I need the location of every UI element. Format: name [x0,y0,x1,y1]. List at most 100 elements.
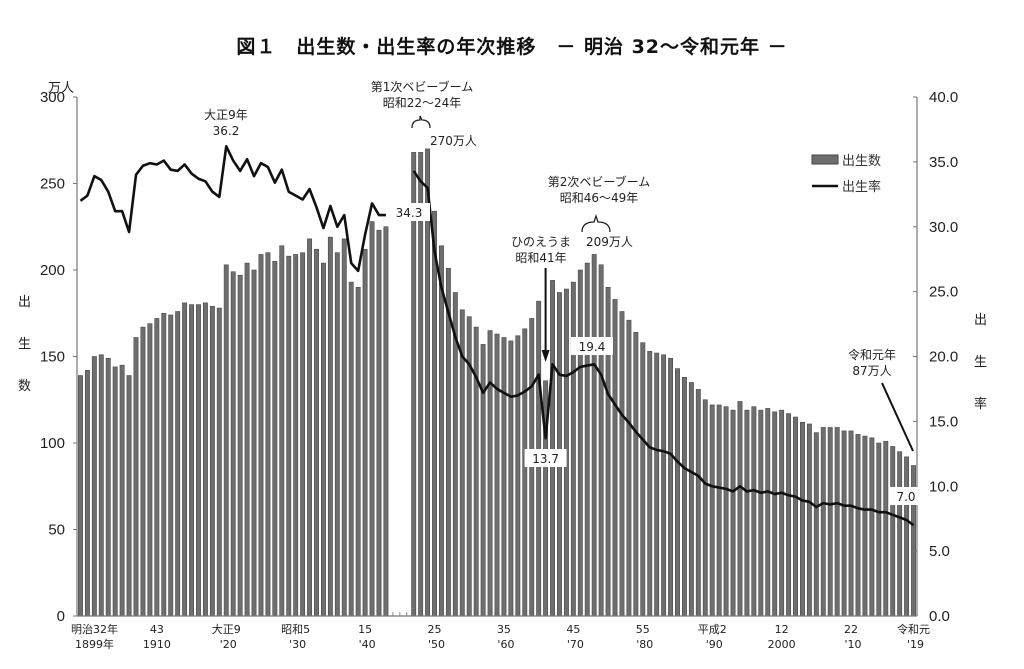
bar-1964 [529,318,535,617]
bar-1962 [515,335,521,617]
bar-1933 [314,248,319,617]
bar-1972 [584,262,590,617]
right-tick-label: 15.0 [929,413,958,430]
bar-1974 [598,264,604,617]
bar-2015 [883,440,889,617]
bar-1922 [237,274,243,617]
annotation-reiwa1: 87万人 [852,364,891,378]
bar-1950 [432,210,437,617]
bar-1902 [98,354,104,617]
x-tick-label-top: 明治32年 [71,622,118,636]
x-tick-label-top: 22 [844,623,858,636]
left-tick-label: 50 [48,522,65,539]
bar-2001 [786,413,792,617]
bar-1934 [320,262,326,617]
x-tick-label-top: 令和元 [897,622,930,636]
x-tick-label-bottom: '70 [567,638,584,651]
right-tick-label: 40.0 [929,89,958,106]
x-tick-label-top: 55 [636,623,650,636]
bar-1943 [383,226,389,617]
bar-1971 [577,269,583,617]
bar-1951 [439,245,444,617]
bar-1918 [209,306,215,617]
right-tick-label: 0.0 [929,608,950,625]
bar-1961 [508,340,514,617]
bar-1911 [161,312,167,617]
bar-2012 [862,435,868,617]
annotation-baby-boom-2: 昭和46～49年 [560,191,639,205]
left-tick-label: 200 [40,262,65,279]
bar-1947 [411,152,417,617]
bar-2002 [793,416,798,617]
annotation-wartime-end: 34.3 [396,206,423,220]
annotation-taisho9: 大正9年 [204,108,248,122]
bar-1992 [723,406,729,617]
bar-1963 [522,328,528,617]
bar-2016 [890,446,896,617]
bar-1929 [286,255,292,617]
bar-1921 [230,271,236,617]
bar-1970 [570,281,576,617]
chart-title: 図１ 出生数・出生率の年次推移 － 明治 32～令和元年 － [236,36,788,58]
x-tick-label-top: 45 [566,623,580,636]
bar-1939 [355,286,361,617]
bar-1915 [189,304,194,617]
bar-1986 [681,376,687,617]
right-tick-label: 35.0 [929,154,958,171]
bar-1989 [702,399,708,617]
bar-1958 [487,330,493,617]
x-tick-label-bottom: '20 [220,638,237,651]
annotation-hinoeuma: 昭和41年 [515,251,566,265]
x-tick-label-top: 大正9 [212,622,241,636]
bar-1900 [84,370,90,617]
bar-1909 [147,323,153,617]
x-tick-label-top: 昭和5 [281,623,310,636]
bar-1987 [688,382,694,617]
right-axis-title-char: 率 [974,396,987,412]
bar-1981 [647,351,653,617]
annotation-boom2-rate: 19.4 [579,340,606,354]
bar-1984 [668,357,674,617]
x-tick-label-bottom: '90 [706,638,723,651]
x-tick-label-bottom: '19 [907,638,924,651]
birth-rate-line-segment [412,170,915,527]
bar-1925 [258,254,264,617]
x-tick-label-bottom: '30 [289,638,306,651]
bar-1919 [216,307,222,617]
bar-2014 [876,442,882,617]
bar-1996 [751,406,757,617]
bar-1983 [661,354,667,617]
x-tick-label-top: 35 [497,623,511,636]
bar-2010 [848,430,854,617]
bar-1948 [418,152,424,617]
bar-1982 [654,352,660,617]
left-tick-label: 100 [40,435,65,452]
right-tick-label: 30.0 [929,219,958,236]
bar-1991 [716,404,722,617]
annotation-hinoeuma-rate: 13.7 [532,452,559,466]
annotation-peak-1: 270万人 [430,134,477,148]
bar-2009 [841,430,847,617]
bar-1912 [168,314,174,617]
bar-1923 [244,262,250,617]
bar-1938 [348,281,354,617]
bar-1899 [78,375,83,617]
left-tick-label: 250 [40,176,65,193]
birth-count-bars [78,148,916,617]
annotation-baby-boom-2: 第2次ベビーブーム [548,174,651,189]
bar-2017 [897,451,903,617]
bar-2007 [827,427,833,617]
bar-1976 [612,299,618,617]
annotation-peak-2: 209万人 [586,235,633,249]
annotation-reiwa1-rate: 7.0 [896,490,915,504]
bar-1935 [327,236,333,617]
bar-2008 [834,427,840,617]
bar-1928 [279,245,285,617]
bar-1936 [334,252,340,617]
annotation-reiwa1: 令和元年 [848,347,896,362]
bar-1988 [695,389,701,617]
bar-1959 [494,333,500,617]
bar-1917 [202,302,208,617]
bar-2006 [820,427,826,617]
